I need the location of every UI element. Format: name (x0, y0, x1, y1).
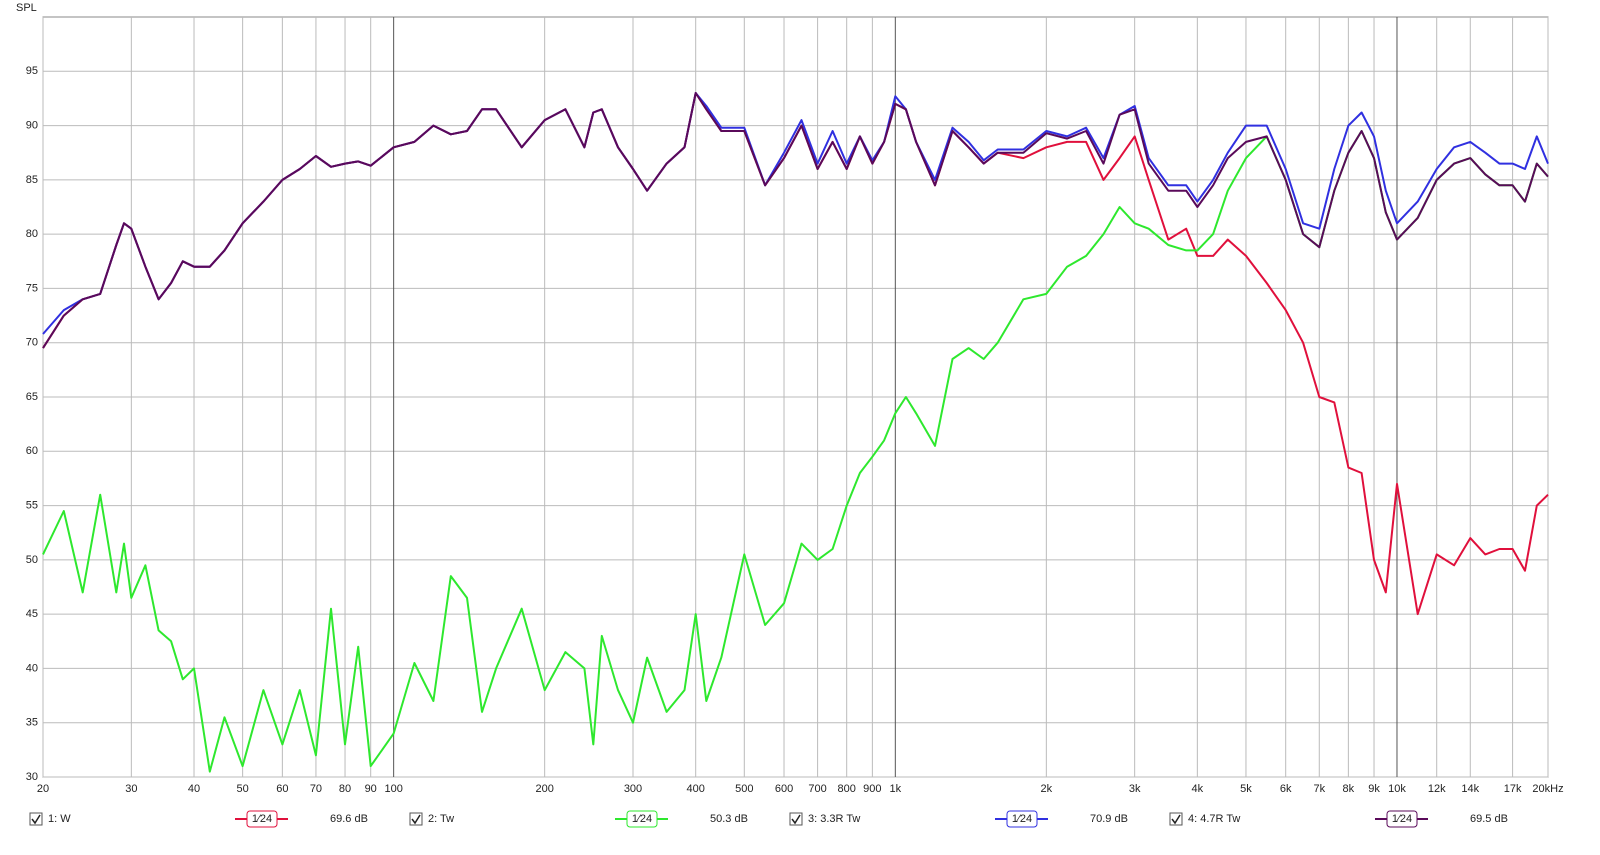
smoothing-label: 1⁄24 (1012, 813, 1032, 825)
x-tick-label: 20 (37, 783, 49, 795)
x-tick-label: 90 (365, 783, 377, 795)
x-tick-label: 700 (808, 783, 826, 795)
legend-entry[interactable]: 3: 3.3R Tw 1⁄24 70.9 dB (789, 810, 1128, 828)
checkmark (791, 814, 801, 825)
x-tick-label: 9k (1368, 783, 1380, 795)
checkmark (411, 814, 421, 825)
legend-level: 69.5 dB (1470, 813, 1508, 825)
x-tick-label: 800 (838, 783, 856, 795)
series-line (42, 92, 1549, 349)
y-tick-label: 35 (26, 717, 38, 729)
y-tick-label: 45 (26, 608, 38, 620)
legend-level: 69.6 dB (330, 813, 368, 825)
smoothing-label: 1⁄24 (1392, 813, 1412, 825)
legend-checkbox[interactable] (1169, 812, 1183, 826)
x-tick-label: 600 (775, 783, 793, 795)
x-tick-label: 400 (687, 783, 705, 795)
x-tick-label: 1k (890, 783, 902, 795)
y-tick-label: 65 (26, 391, 38, 403)
legend-entry[interactable]: 4: 4.7R Tw 1⁄24 69.5 dB (1169, 810, 1508, 828)
x-tick-label: 500 (735, 783, 753, 795)
x-tick-label: 30 (125, 783, 137, 795)
x-tick-label: 100 (384, 783, 402, 795)
legend-entry[interactable]: 1: W 1⁄24 69.6 dB (29, 810, 368, 828)
legend-level: 50.3 dB (710, 813, 748, 825)
legend-name: 4: 4.7R Tw (1188, 813, 1240, 825)
legend-checkbox[interactable] (29, 812, 43, 826)
y-tick-label: 50 (26, 554, 38, 566)
smoothing-box[interactable] (626, 810, 658, 828)
x-tick-label: 50 (237, 783, 249, 795)
legend-level: 70.9 dB (1090, 813, 1128, 825)
x-tick-label: 40 (188, 783, 200, 795)
y-tick-label: 75 (26, 282, 38, 294)
y-tick-label: 70 (26, 337, 38, 349)
x-tick-label: 3k (1129, 783, 1141, 795)
y-tick-label: 90 (26, 119, 38, 131)
x-tick-label: 60 (276, 783, 288, 795)
legend-name: 2: Tw (428, 813, 454, 825)
x-tick-label: 8k (1343, 783, 1355, 795)
y-tick-label: 55 (26, 499, 38, 511)
x-tick-label: 20kHz (1532, 783, 1563, 795)
checkmark (1171, 814, 1181, 825)
smoothing-label: 1⁄24 (632, 813, 652, 825)
y-tick-label: 85 (26, 174, 38, 186)
smoothing-box[interactable] (1386, 810, 1418, 828)
x-tick-label: 14k (1461, 783, 1479, 795)
x-tick-label: 300 (624, 783, 642, 795)
x-tick-label: 80 (339, 783, 351, 795)
y-tick-label: 95 (26, 65, 38, 77)
x-tick-label: 6k (1280, 783, 1292, 795)
x-tick-label: 900 (863, 783, 881, 795)
x-tick-label: 200 (535, 783, 553, 795)
y-tick-label: 80 (26, 228, 38, 240)
y-tick-label: 30 (26, 771, 38, 783)
legend-name: 1: W (48, 813, 71, 825)
x-tick-label: 4k (1192, 783, 1204, 795)
legend-checkbox[interactable] (789, 812, 803, 826)
checkmark (31, 814, 41, 825)
smoothing-box[interactable] (246, 810, 278, 828)
x-tick-label: 2k (1041, 783, 1053, 795)
y-tick-label: 60 (26, 445, 38, 457)
y-axis-label: SPL (16, 2, 37, 14)
smoothing-box[interactable] (1006, 810, 1038, 828)
x-tick-label: 7k (1313, 783, 1325, 795)
x-tick-label: 5k (1240, 783, 1252, 795)
legend-entry[interactable]: 2: Tw 1⁄24 50.3 dB (409, 810, 748, 828)
x-tick-label: 10k (1388, 783, 1406, 795)
legend-checkbox[interactable] (409, 812, 423, 826)
x-tick-label: 17k (1504, 783, 1522, 795)
smoothing-label: 1⁄24 (252, 813, 272, 825)
y-tick-label: 40 (26, 662, 38, 674)
x-tick-label: 12k (1428, 783, 1446, 795)
legend-name: 3: 3.3R Tw (808, 813, 860, 825)
x-tick-label: 70 (310, 783, 322, 795)
